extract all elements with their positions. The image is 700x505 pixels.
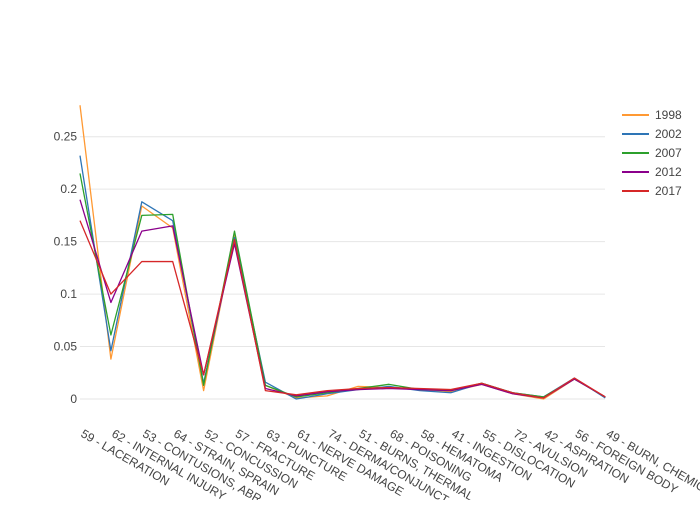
y-tick-label: 0 — [70, 392, 77, 406]
y-tick-label: 0.2 — [60, 182, 77, 196]
legend-label: 2007 — [655, 146, 682, 160]
series-line-2012 — [79, 199, 606, 399]
grid-layer — [80, 136, 605, 400]
legend-item-2007[interactable]: 2007 — [622, 146, 682, 160]
legend-item-2002[interactable]: 2002 — [622, 127, 682, 141]
legend-item-2012[interactable]: 2012 — [622, 165, 682, 179]
legend-label: 2012 — [655, 165, 682, 179]
series-line-2017 — [79, 220, 606, 399]
legend-item-1998[interactable]: 1998 — [622, 108, 682, 122]
legend-label: 2002 — [655, 127, 682, 141]
legend-item-2017[interactable]: 2017 — [622, 184, 682, 198]
y-tick-label: 0.1 — [60, 287, 77, 301]
legend-label: 2017 — [655, 184, 682, 198]
y-tick-label: 0.05 — [54, 340, 78, 354]
y-tick-label: 0.25 — [54, 130, 78, 144]
lines-layer — [79, 105, 606, 400]
y-tick-label: 0.15 — [54, 235, 78, 249]
legend-label: 1998 — [655, 108, 682, 122]
legend: 1998 2002 2007 2012 2017 — [622, 108, 682, 198]
